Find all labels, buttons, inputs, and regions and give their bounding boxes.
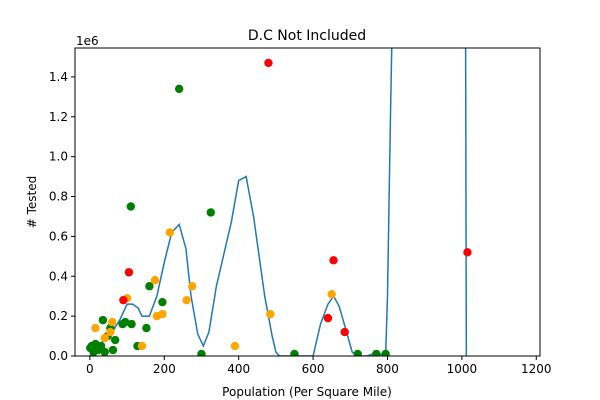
data-point-green-23 bbox=[290, 349, 299, 356]
y-tick-label-0: 0.0 bbox=[49, 349, 68, 363]
data-point-green-7 bbox=[100, 347, 109, 356]
data-point-green-14 bbox=[126, 202, 135, 211]
line-layer bbox=[89, 48, 468, 356]
data-point-red-5 bbox=[340, 327, 349, 337]
x-tick-label-6: 1200 bbox=[521, 362, 552, 376]
y-tick-label-3: 0.6 bbox=[49, 229, 68, 243]
data-point-green-18 bbox=[145, 282, 154, 291]
data-point-orange-6 bbox=[150, 276, 160, 285]
y-tick-label-1: 0.2 bbox=[49, 309, 68, 323]
y-tick-label-2: 0.4 bbox=[49, 269, 68, 283]
data-point-green-26 bbox=[381, 349, 390, 356]
data-point-orange-9 bbox=[165, 228, 175, 237]
y-axis: 0.0 0.2 0.4 0.6 0.8 1.0 1.2 1.4 bbox=[49, 70, 75, 363]
trend-line bbox=[89, 48, 468, 356]
x-tick-label-5: 1000 bbox=[447, 362, 478, 376]
x-axis: 0 200 400 600 800 1000 1200 bbox=[86, 356, 552, 376]
data-point-green-13 bbox=[121, 317, 130, 327]
y-axis-label: # Tested bbox=[25, 176, 39, 229]
data-point-red-4 bbox=[329, 256, 338, 265]
plot-frame bbox=[74, 47, 541, 357]
data-point-red-6 bbox=[463, 248, 472, 257]
data-point-green-19 bbox=[158, 297, 167, 307]
data-point-green-24 bbox=[353, 349, 362, 356]
x-tick-label-1: 200 bbox=[153, 362, 176, 376]
data-point-green-21 bbox=[197, 349, 206, 356]
data-point-red-0 bbox=[119, 295, 128, 305]
data-point-orange-5 bbox=[137, 341, 147, 351]
data-point-green-11 bbox=[110, 335, 120, 345]
data-point-orange-10 bbox=[182, 295, 191, 305]
data-point-red-1 bbox=[124, 268, 134, 277]
x-tick-label-2: 400 bbox=[227, 362, 250, 376]
y-tick-label-7: 1.4 bbox=[49, 70, 68, 84]
data-point-green-5 bbox=[96, 341, 106, 351]
y-tick-label-6: 1.2 bbox=[49, 110, 68, 124]
data-point-red-3 bbox=[323, 313, 333, 323]
data-point-green-20 bbox=[174, 84, 184, 94]
data-point-green-25 bbox=[372, 349, 381, 356]
points-layer bbox=[86, 58, 472, 356]
y-tick-label-5: 1.0 bbox=[49, 150, 68, 164]
data-point-orange-0 bbox=[91, 323, 100, 333]
x-tick-label-0: 0 bbox=[86, 362, 94, 376]
data-point-orange-14 bbox=[327, 290, 336, 299]
data-point-red-2 bbox=[264, 58, 273, 68]
y-offset-label: 1e6 bbox=[76, 34, 99, 48]
data-point-green-10 bbox=[108, 345, 118, 355]
chart-title: D.C Not Included bbox=[248, 28, 366, 44]
data-point-orange-11 bbox=[187, 282, 197, 291]
data-point-green-17 bbox=[142, 323, 151, 333]
y-tick-label-4: 0.8 bbox=[49, 190, 68, 204]
data-point-orange-1 bbox=[100, 333, 109, 343]
x-tick-label-3: 600 bbox=[302, 362, 325, 376]
data-point-orange-3 bbox=[108, 317, 117, 327]
data-point-green-6 bbox=[98, 315, 108, 325]
x-tick-label-4: 800 bbox=[376, 362, 399, 376]
data-point-orange-13 bbox=[266, 309, 275, 319]
data-point-orange-8 bbox=[158, 309, 167, 319]
data-point-green-15 bbox=[127, 319, 136, 329]
x-axis-label: Population (Per Square Mile) bbox=[222, 385, 392, 399]
data-point-green-22 bbox=[206, 208, 215, 217]
data-point-orange-12 bbox=[230, 341, 240, 351]
data-point-orange-2 bbox=[106, 327, 115, 337]
